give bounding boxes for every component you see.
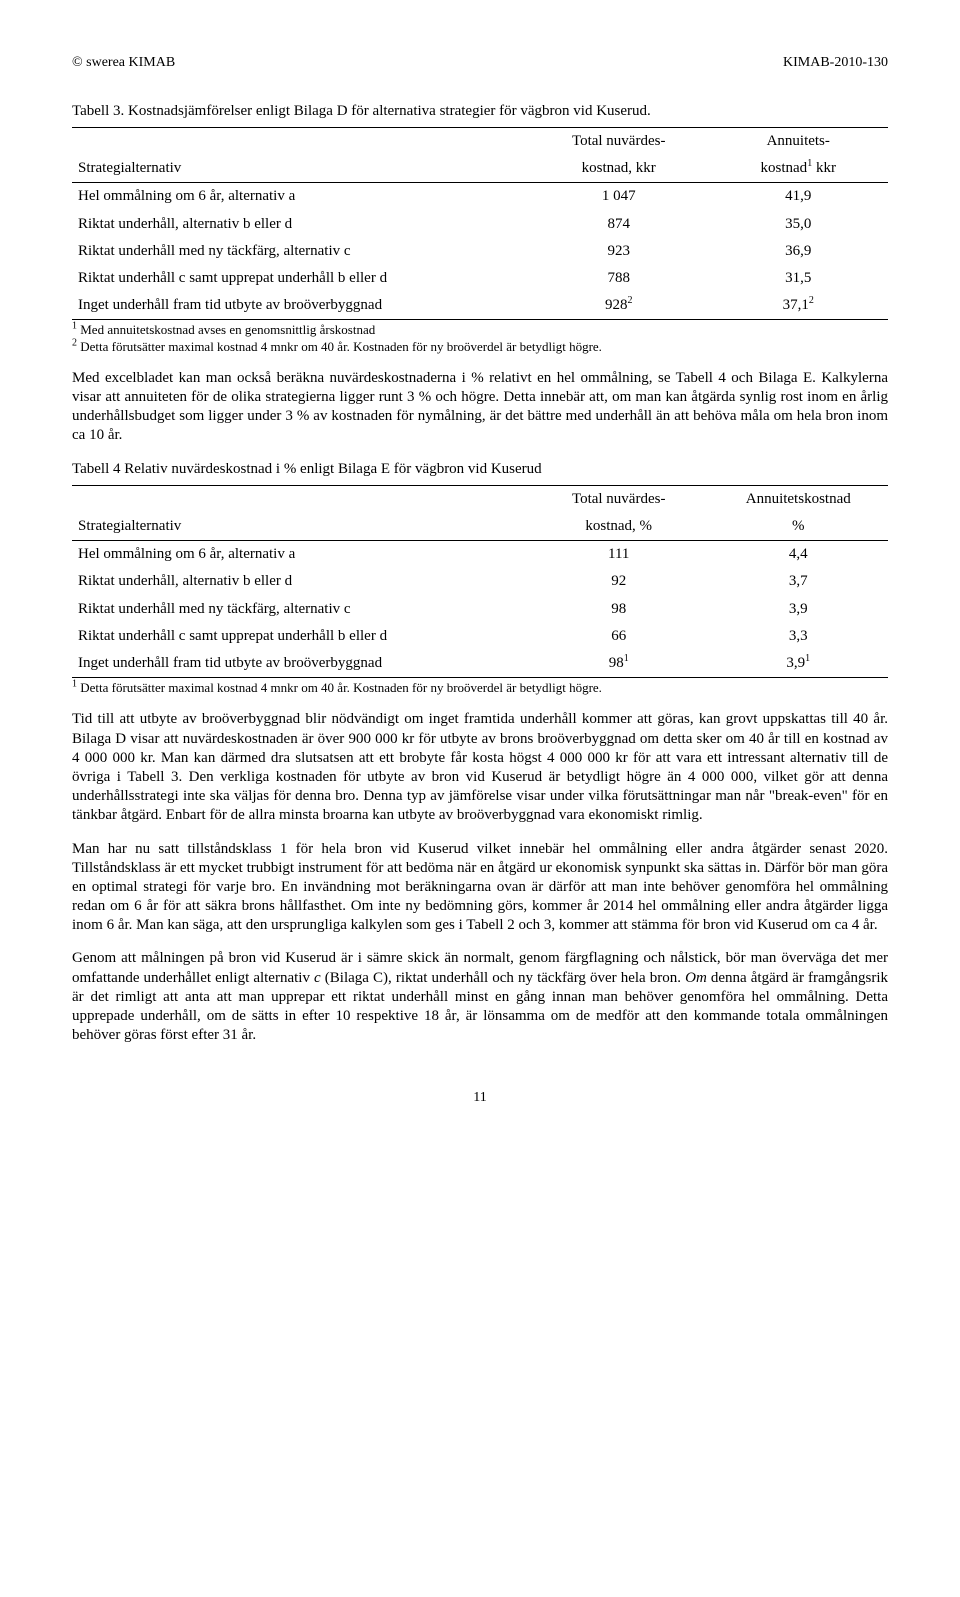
th-nuvardes-l1: Total nuvärdes- (529, 128, 709, 156)
cell-v1: 1 047 (529, 183, 709, 211)
table3-footnotes: 1 Med annuitetskostnad avses en genomsni… (72, 322, 888, 355)
cell-v2: 31,5 (708, 265, 888, 292)
table4-caption: Tabell 4 Relativ nuvärdeskostnad i % enl… (72, 460, 888, 479)
paragraph-1: Med excelbladet kan man också beräkna nu… (72, 369, 888, 446)
cell-strategi: Riktat underhåll med ny täckfärg, altern… (72, 596, 529, 623)
table-row: Riktat underhåll med ny täckfärg, altern… (72, 238, 888, 265)
page-header: © swerea KIMAB KIMAB-2010-130 (72, 54, 888, 72)
cell-strategi: Inget underhåll fram tid utbyte av broöv… (72, 292, 529, 320)
cell-v2: 37,12 (708, 292, 888, 320)
th-annuitets-l2: kostnad1 kkr (708, 155, 888, 183)
cell-v1: 98 (529, 596, 709, 623)
cell-strategi: Riktat underhåll, alternativ b eller d (72, 211, 529, 238)
table4: Strategialternativ Total nuvärdes- Annui… (72, 485, 888, 678)
th4-annuitets-l1: Annuitetskostnad (708, 485, 888, 513)
th4-annuitets-l2: % (708, 513, 888, 541)
cell-v2: 36,9 (708, 238, 888, 265)
table3: Strategialternativ Total nuvärdes- Annui… (72, 127, 888, 320)
table-row: Riktat underhåll c samt upprepat underhå… (72, 623, 888, 650)
cell-v2: 4,4 (708, 541, 888, 569)
cell-v1: 92 (529, 568, 709, 595)
table4-footnote: 1 Detta förutsätter maximal kostnad 4 mn… (72, 680, 888, 696)
th4-strategi: Strategialternativ (72, 485, 529, 540)
table-row: Inget underhåll fram tid utbyte av broöv… (72, 650, 888, 678)
cell-v1: 981 (529, 650, 709, 678)
paragraph-4: Genom att målningen på bron vid Kuserud … (72, 949, 888, 1045)
th-nuvardes-l2: kostnad, kkr (529, 155, 709, 183)
cell-strategi: Riktat underhåll c samt upprepat underhå… (72, 623, 529, 650)
page-number: 11 (72, 1089, 888, 1107)
paragraph-2: Tid till att utbyte av broöverbyggnad bl… (72, 710, 888, 825)
cell-strategi: Inget underhåll fram tid utbyte av broöv… (72, 650, 529, 678)
cell-strategi: Hel ommålning om 6 år, alternativ a (72, 541, 529, 569)
th4-nuvardes-l2: kostnad, % (529, 513, 709, 541)
cell-strategi: Riktat underhåll med ny täckfärg, altern… (72, 238, 529, 265)
th-annuitets-l1: Annuitets- (708, 128, 888, 156)
cell-v1: 874 (529, 211, 709, 238)
cell-v1: 923 (529, 238, 709, 265)
cell-strategi: Riktat underhåll, alternativ b eller d (72, 568, 529, 595)
table-row: Riktat underhåll, alternativ b eller d92… (72, 568, 888, 595)
cell-v2: 3,3 (708, 623, 888, 650)
cell-v2: 3,91 (708, 650, 888, 678)
cell-v1: 66 (529, 623, 709, 650)
table3-caption: Tabell 3. Kostnadsjämförelser enligt Bil… (72, 102, 888, 121)
cell-v2: 41,9 (708, 183, 888, 211)
cell-strategi: Hel ommålning om 6 år, alternativ a (72, 183, 529, 211)
cell-v2: 3,9 (708, 596, 888, 623)
table-row: Riktat underhåll med ny täckfärg, altern… (72, 596, 888, 623)
cell-v2: 35,0 (708, 211, 888, 238)
paragraph-3: Man har nu satt tillståndsklass 1 för he… (72, 840, 888, 936)
table-row: Hel ommålning om 6 år, alternativ a1114,… (72, 541, 888, 569)
table-row: Hel ommålning om 6 år, alternativ a1 047… (72, 183, 888, 211)
th-strategi: Strategialternativ (72, 128, 529, 183)
table-row: Inget underhåll fram tid utbyte av broöv… (72, 292, 888, 320)
table-row: Riktat underhåll, alternativ b eller d87… (72, 211, 888, 238)
cell-v1: 9282 (529, 292, 709, 320)
cell-v1: 788 (529, 265, 709, 292)
cell-v1: 111 (529, 541, 709, 569)
table-row: Riktat underhåll c samt upprepat underhå… (72, 265, 888, 292)
header-left: © swerea KIMAB (72, 54, 175, 72)
th4-nuvardes-l1: Total nuvärdes- (529, 485, 709, 513)
header-right: KIMAB-2010-130 (783, 54, 888, 72)
cell-strategi: Riktat underhåll c samt upprepat underhå… (72, 265, 529, 292)
cell-v2: 3,7 (708, 568, 888, 595)
